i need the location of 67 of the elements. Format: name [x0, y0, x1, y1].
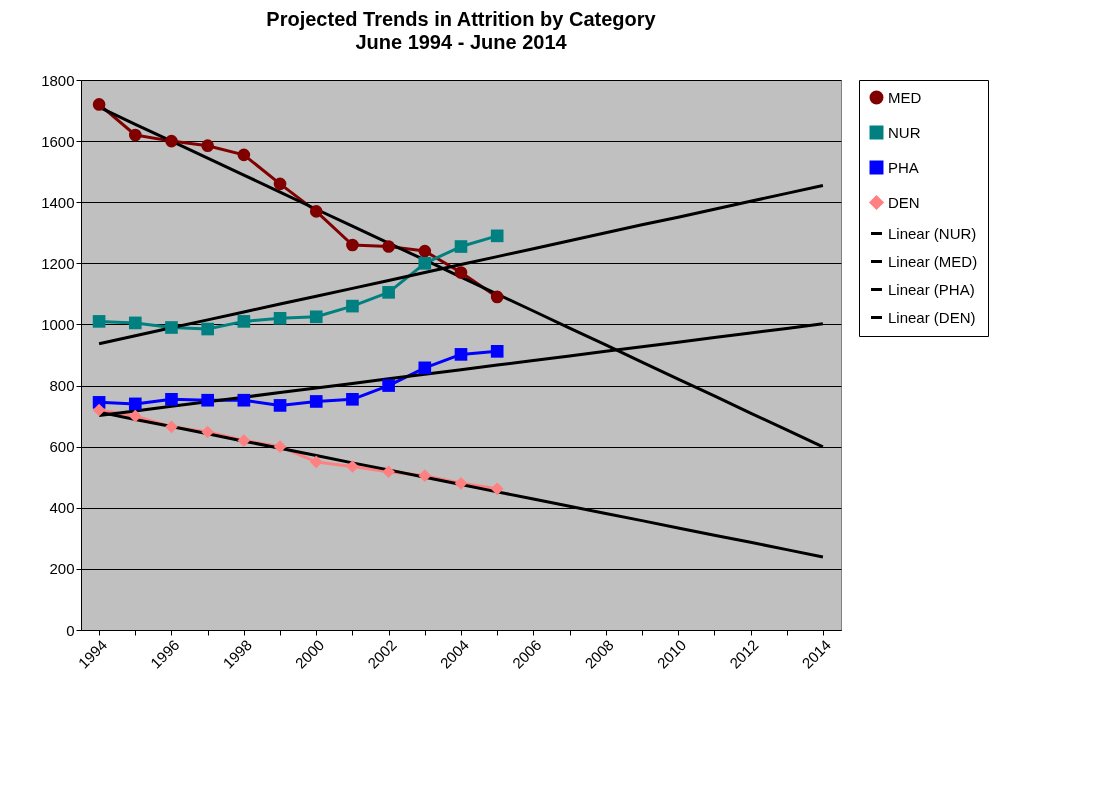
- point: [382, 286, 395, 299]
- point: [309, 205, 323, 218]
- chart-title: Projected Trends in Attrition by Category: [266, 8, 657, 30]
- legend-label: PHA: [888, 158, 919, 176]
- legend-label: MED: [888, 88, 922, 106]
- point: [490, 482, 504, 496]
- legend-label: Linear (NUR): [888, 224, 977, 242]
- y-tick-label: 600: [49, 438, 75, 456]
- point: [454, 266, 468, 279]
- point: [346, 238, 359, 252]
- point: [273, 312, 287, 325]
- y-tick-label: 1400: [41, 193, 75, 211]
- point: [346, 460, 359, 473]
- point: [490, 229, 504, 243]
- point: [201, 322, 214, 336]
- y-tick-label: 1600: [41, 132, 75, 150]
- point: [201, 425, 214, 439]
- point: [454, 240, 468, 253]
- point: [382, 465, 395, 479]
- point: [128, 397, 142, 411]
- y-tick-label: 800: [49, 377, 75, 395]
- point: [237, 315, 251, 328]
- point: [309, 310, 323, 324]
- y-tick-label: 1800: [41, 71, 75, 89]
- legend-label: DEN: [888, 193, 920, 211]
- point: [273, 177, 287, 191]
- y-tick-label: 400: [49, 499, 75, 517]
- point: [237, 148, 251, 162]
- point: [237, 434, 251, 447]
- point: [309, 395, 323, 408]
- point: [490, 345, 504, 358]
- point: [382, 379, 395, 392]
- point: [128, 128, 142, 142]
- point: [309, 455, 323, 469]
- point: [273, 399, 287, 412]
- point: [454, 477, 468, 490]
- legend-label: NUR: [888, 123, 921, 141]
- y-tick-label: 200: [49, 560, 75, 578]
- point: [418, 361, 432, 375]
- point: [92, 315, 106, 328]
- point: [92, 98, 106, 111]
- chart-subtitle: June 1994 - June 2014: [355, 31, 568, 53]
- point: [201, 393, 214, 407]
- point: [418, 244, 432, 258]
- point: [165, 134, 178, 148]
- point: [165, 321, 178, 334]
- point: [418, 469, 432, 483]
- legend-label: Linear (PHA): [888, 280, 975, 298]
- point: [346, 392, 359, 406]
- point: [201, 139, 214, 153]
- point: [128, 316, 142, 330]
- point: [273, 440, 287, 453]
- point: [165, 392, 178, 406]
- point: [237, 393, 251, 407]
- point: [454, 348, 468, 361]
- point: [418, 257, 432, 270]
- y-tick-label: 1000: [41, 315, 75, 333]
- legend-label: Linear (DEN): [888, 308, 976, 326]
- point: [490, 290, 504, 304]
- point: [346, 299, 359, 313]
- y-tick-label: 0: [66, 621, 75, 639]
- legend-label: Linear (MED): [888, 252, 978, 270]
- point: [382, 240, 395, 253]
- point: [92, 403, 106, 417]
- point: [128, 409, 142, 423]
- y-tick-label: 1200: [41, 254, 75, 272]
- point: [165, 420, 178, 434]
